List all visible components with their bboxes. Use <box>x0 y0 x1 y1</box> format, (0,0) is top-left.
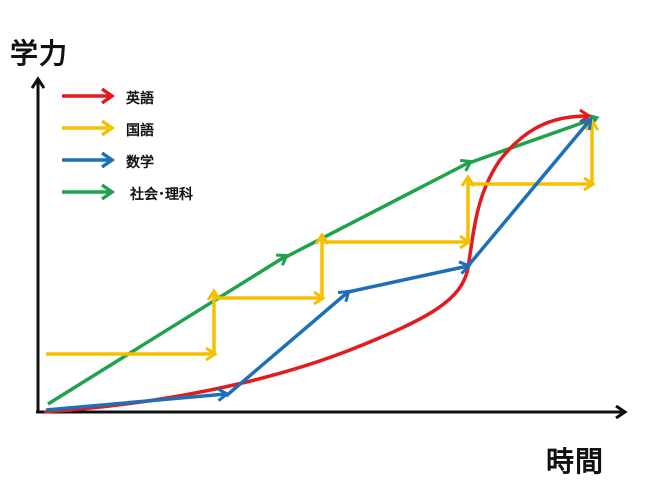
legend-label-english: 英語 <box>126 91 154 107</box>
blue-arrow-icon <box>62 151 116 169</box>
legend-item-math: 数学 <box>60 150 300 182</box>
green-arrow-icon <box>62 183 116 201</box>
legend-item-social-science: 社会･理科 <box>60 182 300 214</box>
social-science-line <box>47 256 286 406</box>
math-segments <box>45 120 590 412</box>
legend: 英語 国語 数学 社会･理科 <box>60 86 300 214</box>
japanese-staircase <box>46 122 592 356</box>
legend-label-social-science: 社会･理科 <box>130 187 193 203</box>
social-science-line-2 <box>279 162 470 262</box>
legend-item-english: 英語 <box>60 86 300 118</box>
x-axis-label: 時間 <box>546 445 605 478</box>
english-curve <box>43 116 588 414</box>
social-science-line-3 <box>465 118 596 166</box>
yellow-arrow-icon <box>62 119 116 137</box>
legend-label-japanese: 国語 <box>126 123 154 139</box>
legend-item-japanese: 国語 <box>60 118 300 150</box>
y-axis-label: 学力 <box>10 37 69 70</box>
red-arrow-icon <box>62 87 116 105</box>
legend-label-math: 数学 <box>126 155 154 171</box>
